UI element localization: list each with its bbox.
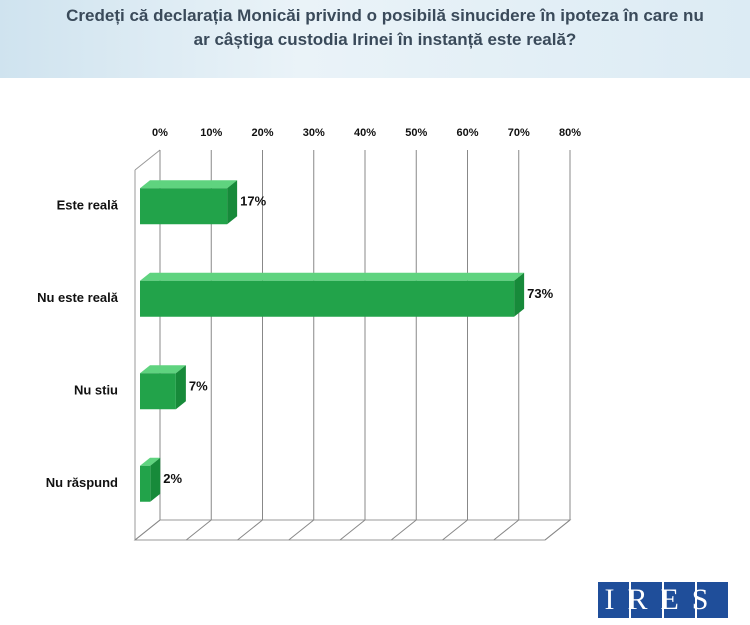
value-label: 2% (163, 471, 182, 486)
bar-top (140, 180, 238, 189)
logo-cell (664, 582, 695, 618)
y-tick-label: Nu stiu (74, 383, 118, 398)
bar-side (514, 272, 525, 317)
y-tick-label: Nu răspund (46, 475, 118, 490)
logo-cell (631, 582, 662, 618)
x-tick-label: 40% (354, 127, 376, 139)
bar-side (150, 457, 161, 502)
bar-side (175, 365, 186, 410)
x-tick-label: 60% (456, 127, 478, 139)
title-banner: Credeți că declarația Monicăi privind o … (0, 0, 750, 78)
y-tick-label: Nu este reală (37, 290, 119, 305)
x-tick-label: 20% (251, 127, 273, 139)
floor-line (237, 519, 263, 541)
bar-top (140, 457, 161, 466)
bar (140, 373, 176, 410)
floor-line (339, 519, 366, 541)
logo: IRES (604, 583, 721, 616)
bar-top (140, 365, 186, 374)
left-wall (134, 149, 161, 171)
x-tick-label: 50% (405, 127, 427, 139)
bar (140, 280, 515, 317)
floor-line (544, 519, 571, 541)
bar-top (140, 272, 525, 281)
bar (140, 188, 228, 225)
value-label: 7% (189, 379, 208, 394)
floor-line (134, 519, 161, 541)
floor-line (390, 519, 417, 541)
value-label: 17% (240, 194, 266, 209)
chart-title: Credeți că declarația Monicăi privind o … (66, 6, 704, 49)
floor-line (442, 519, 468, 541)
y-tick-label: Este reală (57, 198, 119, 213)
floor-line (185, 519, 212, 541)
x-tick-label: 80% (559, 127, 581, 139)
x-tick-label: 30% (303, 127, 325, 139)
floor-line (288, 519, 315, 541)
bar-side (227, 180, 238, 225)
logo-cell (598, 582, 629, 618)
x-tick-label: 70% (508, 127, 530, 139)
x-tick-label: 0% (152, 127, 168, 139)
value-label: 73% (527, 286, 553, 301)
logo-cell (697, 582, 728, 618)
x-tick-label: 10% (200, 127, 222, 139)
bar (140, 465, 151, 502)
floor-line (493, 519, 520, 541)
